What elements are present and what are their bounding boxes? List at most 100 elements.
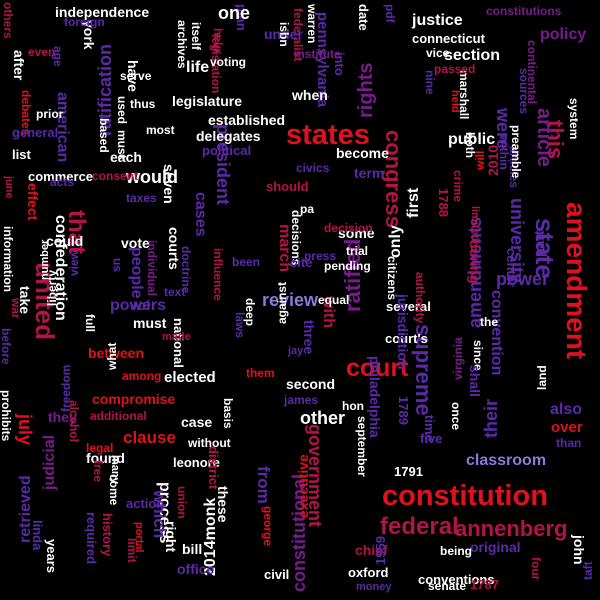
cloud-word: public [448,131,496,148]
cloud-word: preamble [509,125,523,179]
cloud-word: pdf [383,4,397,23]
cloud-word: also [550,401,583,418]
cloud-word: during [467,240,483,284]
cloud-word: conventions [418,572,495,587]
cloud-word: been [232,255,261,269]
cloud-word: additional [90,409,147,423]
cloud-word: right [163,521,179,553]
cloud-word: must [115,130,129,159]
cloud-word: text [164,285,186,299]
cloud-word: federal [380,513,459,540]
cloud-word: compromise [92,391,176,407]
cloud-word: george [261,506,275,547]
cloud-word: individual [145,240,159,297]
cloud-word: trial [346,244,369,258]
cloud-word: executive [295,454,311,518]
cloud-word: list [12,147,31,162]
cloud-word: judicial [41,434,58,490]
cloud-word: what [105,342,119,370]
cloud-word: years [44,539,59,573]
cloud-word: one [218,3,251,23]
cloud-word: shall [467,365,483,397]
cloud-word: 1791 [394,464,423,479]
cloud-word: acts [50,175,75,189]
cloud-word: three [301,320,317,355]
cloud-word: connecticut [412,31,485,46]
cloud-word: independence [55,4,150,20]
cloud-word: other [300,408,345,428]
cloud-word: effect [25,183,41,221]
cloud-word: powers [110,297,167,314]
cloud-word: among [122,369,162,383]
cloud-word: free [91,460,105,483]
cloud-word: elected [164,369,216,386]
cloud-word: must [133,315,167,331]
cloud-word: used [115,96,129,125]
cloud-word: age [51,46,65,67]
cloud-word: john [571,535,587,565]
cloud-word: laws [233,312,247,339]
cloud-word: when [292,87,328,103]
cloud-word: philadelphia [367,356,383,438]
cloud-word: from [254,466,273,504]
cloud-word: people [128,247,145,299]
cloud-word: several [386,299,431,314]
cloud-word: should [266,179,309,194]
cloud-word: influence [211,248,225,301]
cloud-word: bill [182,541,203,557]
cloud-word: land [535,365,549,390]
cloud-word: oxford [348,565,389,580]
cloud-word: press [304,249,337,263]
cloud-word: full [83,314,97,332]
cloud-word: second [286,376,336,392]
cloud-word: institute [294,47,341,61]
cloud-word: rights [355,62,377,118]
cloud-word: they [48,409,77,425]
cloud-word: decision [324,221,373,235]
cloud-word: most [146,123,175,137]
cloud-word: civics [296,161,330,175]
cloud-word: money [356,581,392,593]
cloud-word: each [110,149,142,165]
cloud-word: cases [192,192,209,237]
cloud-word: authority [413,272,427,324]
cloud-word: doctrine [179,246,193,294]
cloud-word: policy [540,26,587,43]
cloud-word: being [440,544,472,558]
cloud-word: found [86,450,125,466]
cloud-word: system [567,98,581,140]
cloud-word: taft [581,561,595,580]
cloud-word: isbn [277,22,291,47]
cloud-word: held [449,90,461,113]
cloud-word: constitution [382,480,548,512]
cloud-word: would [126,167,178,187]
cloud-word: senate [428,579,467,593]
cloud-word: first [405,187,422,218]
cloud-word: district [206,446,221,490]
cloud-word: between [88,345,145,361]
cloud-word: center [504,248,519,288]
cloud-word: warren [305,4,319,44]
cloud-word: legal [86,441,114,455]
cloud-word: office [177,561,215,577]
cloud-word: case [181,414,213,430]
cloud-word: july [15,414,35,446]
cloud-word: prior [36,107,64,121]
cloud-word: constitutions [486,4,562,18]
cloud-word: review [262,290,319,310]
cloud-word: pa [300,202,315,216]
cloud-word: 1959 [373,536,388,565]
cloud-word: classroom [466,452,547,469]
cloud-word: september [355,416,369,477]
cloud-word: them [246,366,275,380]
cloud-word: pending [324,259,371,273]
cloud-word: 1787 [470,577,499,592]
cloud-word: crime [451,170,465,203]
cloud-word: commerce [28,169,94,184]
cloud-word: james [284,393,319,407]
cloud-word: section [444,47,501,64]
cloud-word: jay [288,345,304,357]
cloud-word: information [1,226,15,292]
cloud-word: limited [469,206,481,242]
